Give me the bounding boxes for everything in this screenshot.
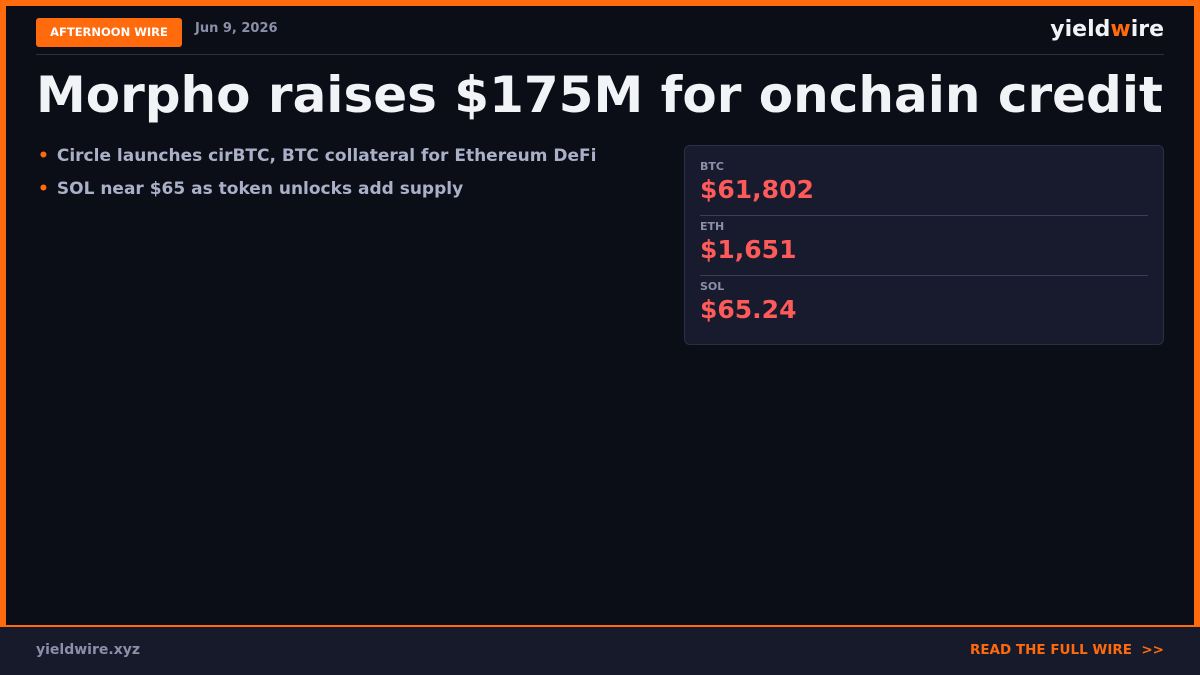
price-value: $65.24 (700, 295, 797, 324)
bullet: SOL near $65 as token unlocks add supply (38, 179, 596, 212)
price-label: BTC (700, 160, 724, 173)
bullet-list: Circle launches cirBTC, BTC collateral f… (38, 146, 597, 212)
price-value: $61,802 (700, 175, 814, 204)
badge: AFTERNOON WIRE (36, 18, 182, 47)
cta-text: READ THE FULL WIRE (969, 642, 1132, 658)
frame (0, 0, 1200, 627)
cta-arrow: >> (1141, 642, 1164, 658)
date: Jun 9, 2026 (195, 21, 278, 36)
cta[interactable]: READ THE FULL WIRE >> (970, 642, 1164, 658)
price-label: ETH (700, 220, 725, 233)
price-card: BTC $61,802 ETH $1,651 SOL $65.24 (684, 145, 1164, 345)
price-label: SOL (700, 280, 725, 293)
divider (36, 54, 1164, 55)
bullet: Circle launches cirBTC, BTC collateral f… (38, 146, 597, 179)
footer: yieldwire.xyz READ THE FULL WIRE >> (0, 625, 1200, 675)
headline: Morpho raises $175M for onchain credit (36, 66, 1163, 124)
price-row: ETH $1,651 (700, 216, 1148, 276)
logo-part: yield (1050, 17, 1111, 42)
price-row: BTC $61,802 (700, 156, 1148, 216)
price-row: SOL $65.24 (700, 276, 1148, 336)
site-link[interactable]: yieldwire.xyz (36, 642, 140, 658)
logo[interactable]: yieldwire (1050, 17, 1164, 42)
logo-accent: w (1110, 17, 1131, 42)
price-value: $1,651 (700, 235, 797, 264)
logo-part: ire (1130, 17, 1164, 42)
